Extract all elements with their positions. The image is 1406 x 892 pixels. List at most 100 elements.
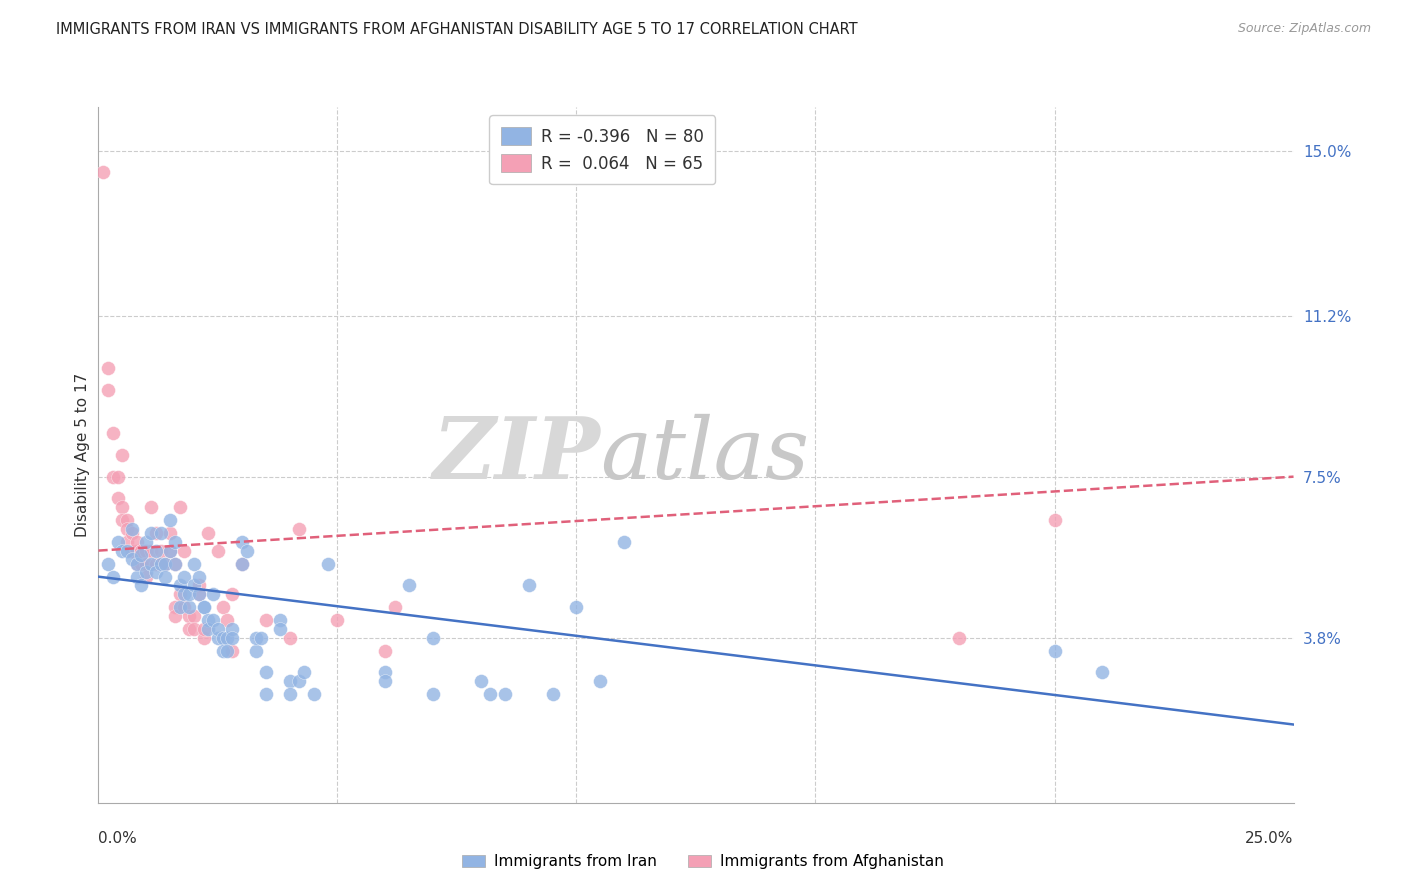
Point — [250, 631, 273, 645]
Point — [173, 587, 195, 601]
Point — [422, 687, 444, 701]
Point — [101, 469, 124, 483]
Point — [159, 543, 181, 558]
Point — [197, 622, 219, 636]
Point — [183, 608, 205, 623]
Point — [149, 557, 172, 571]
Point — [288, 522, 311, 536]
Point — [107, 491, 129, 506]
Point — [231, 557, 253, 571]
Point — [288, 674, 311, 689]
Point — [422, 631, 444, 645]
Point — [173, 543, 195, 558]
Point — [159, 513, 181, 527]
Point — [121, 526, 143, 541]
Point — [245, 643, 267, 657]
Point — [115, 543, 138, 558]
Point — [125, 535, 148, 549]
Point — [187, 578, 209, 592]
Point — [173, 570, 195, 584]
Point — [131, 557, 153, 571]
Point — [115, 522, 138, 536]
Point — [121, 543, 143, 558]
Point — [254, 613, 277, 627]
Point — [302, 687, 325, 701]
Point — [139, 500, 162, 514]
Point — [131, 543, 153, 558]
Point — [111, 543, 134, 558]
Point — [613, 535, 636, 549]
Point — [155, 557, 177, 571]
Point — [193, 600, 215, 615]
Point — [135, 543, 157, 558]
Legend: R = -0.396   N = 80, R =  0.064   N = 65: R = -0.396 N = 80, R = 0.064 N = 65 — [489, 115, 716, 185]
Point — [163, 608, 186, 623]
Point — [541, 687, 564, 701]
Point — [231, 557, 253, 571]
Point — [269, 622, 291, 636]
Point — [197, 526, 219, 541]
Point — [187, 587, 209, 601]
Point — [179, 600, 201, 615]
Point — [97, 383, 120, 397]
Point — [145, 526, 167, 541]
Point — [149, 526, 172, 541]
Point — [107, 469, 129, 483]
Point — [479, 687, 502, 701]
Point — [269, 613, 291, 627]
Point — [155, 557, 177, 571]
Point — [125, 543, 148, 558]
Point — [217, 631, 239, 645]
Point — [221, 643, 243, 657]
Point — [125, 570, 148, 584]
Point — [115, 513, 138, 527]
Point — [159, 526, 181, 541]
Point — [131, 548, 153, 562]
Point — [202, 613, 225, 627]
Point — [292, 665, 315, 680]
Text: atlas: atlas — [600, 414, 810, 496]
Point — [211, 600, 233, 615]
Point — [163, 600, 186, 615]
Point — [169, 587, 191, 601]
Point — [326, 613, 349, 627]
Point — [207, 631, 229, 645]
Point — [221, 622, 243, 636]
Point — [1043, 513, 1066, 527]
Point — [135, 535, 157, 549]
Point — [179, 608, 201, 623]
Point — [384, 600, 406, 615]
Point — [211, 643, 233, 657]
Point — [131, 543, 153, 558]
Point — [948, 631, 970, 645]
Point — [169, 578, 191, 592]
Point — [254, 665, 277, 680]
Point — [183, 578, 205, 592]
Point — [193, 600, 215, 615]
Point — [145, 557, 167, 571]
Point — [470, 674, 492, 689]
Point — [278, 631, 301, 645]
Point — [97, 557, 120, 571]
Y-axis label: Disability Age 5 to 17: Disability Age 5 to 17 — [75, 373, 90, 537]
Point — [145, 543, 167, 558]
Point — [183, 557, 205, 571]
Point — [101, 426, 124, 441]
Point — [316, 557, 339, 571]
Text: 0.0%: 0.0% — [98, 830, 138, 846]
Point — [211, 631, 233, 645]
Point — [111, 500, 134, 514]
Point — [183, 622, 205, 636]
Point — [207, 543, 229, 558]
Point — [398, 578, 420, 592]
Point — [179, 622, 201, 636]
Text: ZIP: ZIP — [433, 413, 600, 497]
Point — [139, 557, 162, 571]
Point — [494, 687, 516, 701]
Point — [589, 674, 612, 689]
Point — [125, 557, 148, 571]
Point — [97, 360, 120, 375]
Point — [217, 613, 239, 627]
Text: Source: ZipAtlas.com: Source: ZipAtlas.com — [1237, 22, 1371, 36]
Point — [235, 543, 257, 558]
